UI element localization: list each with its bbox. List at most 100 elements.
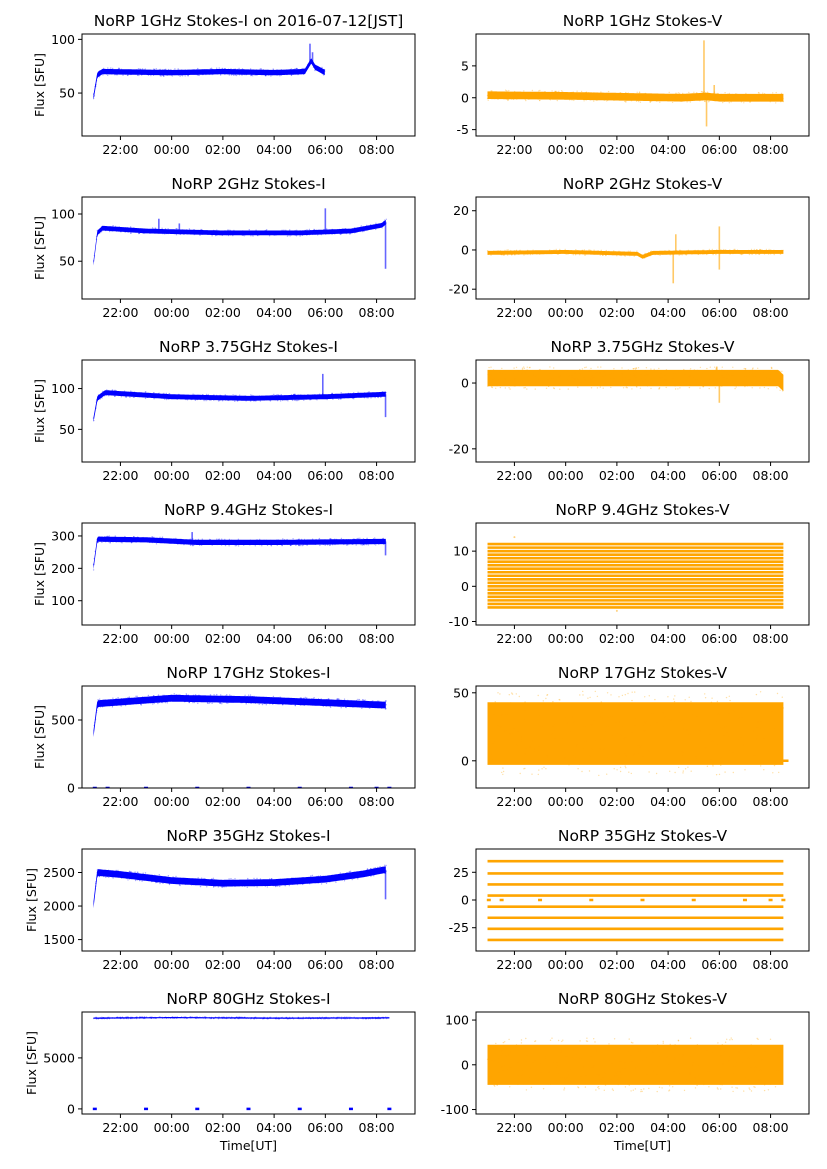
data-point [534, 747, 537, 749]
data-point [227, 1017, 229, 1019]
data-point [241, 1016, 244, 1019]
data-point [93, 724, 96, 727]
data-point [179, 883, 181, 885]
data-point [329, 702, 332, 704]
data-point [300, 1017, 302, 1019]
data-point [295, 68, 298, 70]
x-tick-label: 06:00 [307, 794, 343, 809]
data-point [144, 1017, 146, 1020]
data-point [172, 1017, 174, 1019]
data-point [329, 544, 331, 547]
data-point [376, 541, 379, 543]
data-point [377, 702, 379, 705]
data-point [310, 703, 312, 705]
data-point [116, 1016, 118, 1019]
data-point [610, 384, 612, 386]
data-point [260, 68, 262, 70]
data-point [142, 72, 144, 75]
data-point [116, 1016, 118, 1019]
data-point [368, 1017, 371, 1020]
data-point [677, 251, 679, 253]
data-point [297, 882, 299, 885]
data-point [244, 72, 246, 74]
data-point [318, 702, 320, 704]
data-point [144, 232, 146, 235]
data-point [264, 229, 266, 232]
data-point [243, 542, 245, 545]
data-point [664, 250, 666, 252]
data-point [732, 249, 734, 252]
x-tick-label: 02:00 [205, 631, 241, 646]
data-point [216, 234, 218, 236]
data-point [234, 545, 236, 547]
data-point [627, 692, 629, 695]
data-point [635, 367, 638, 369]
data-point [668, 91, 670, 94]
data-point [332, 233, 334, 235]
data-point [115, 73, 117, 75]
data-point [673, 698, 675, 700]
data-point [258, 883, 261, 886]
data-point [136, 71, 139, 73]
data-point [134, 879, 137, 882]
data-point [163, 694, 166, 697]
data-point [326, 228, 328, 230]
data-point [574, 378, 576, 380]
data-point [164, 539, 166, 541]
data-point [679, 711, 682, 713]
data-point [242, 69, 245, 71]
data-point [167, 882, 170, 884]
data-point [173, 1016, 175, 1019]
data-point [586, 95, 588, 98]
data-point [327, 700, 329, 702]
data-point [685, 729, 688, 731]
data-point [339, 876, 341, 879]
data-point [724, 92, 726, 94]
data-point [499, 693, 501, 695]
data-point [224, 540, 227, 542]
data-point [167, 68, 170, 71]
data-point [114, 395, 116, 397]
data-point [250, 543, 253, 545]
data-point [251, 232, 253, 234]
data-point [248, 71, 251, 73]
data-point [100, 231, 103, 233]
data-point [539, 368, 541, 371]
data-point [324, 876, 326, 878]
data-point [368, 1017, 370, 1019]
data-point [124, 396, 127, 398]
data-point [275, 885, 277, 887]
data-point [740, 737, 742, 740]
data-point [714, 387, 716, 389]
data-point [710, 96, 712, 98]
data-point [367, 706, 369, 709]
data-point [780, 251, 782, 253]
data-point [277, 702, 279, 704]
data-point [257, 395, 259, 398]
data-point [735, 386, 737, 388]
data-point [750, 253, 752, 255]
data-point [523, 387, 525, 389]
data-point [631, 252, 633, 254]
data-point [270, 878, 273, 880]
data-point [633, 93, 635, 95]
data-point [227, 233, 229, 236]
data-point [374, 537, 376, 539]
data-point [695, 756, 697, 758]
data-point [571, 705, 573, 707]
data-point [107, 1016, 109, 1019]
data-point [270, 399, 272, 401]
data-point [688, 733, 691, 736]
data-point [668, 719, 670, 721]
data-point [115, 71, 118, 74]
x-tick-label: 04:00 [256, 305, 292, 320]
data-point [637, 252, 639, 254]
panel-i7: NoRP 80GHz Stokes-I22:00 00:00 02:00 04:00 0… [24, 990, 416, 1153]
data-point [583, 100, 585, 102]
data-point [742, 721, 744, 723]
x-tick-label: 06:00 [701, 305, 737, 320]
data-point [213, 71, 216, 74]
data-point [349, 539, 351, 541]
data-point [241, 701, 244, 704]
data-point [610, 715, 613, 718]
